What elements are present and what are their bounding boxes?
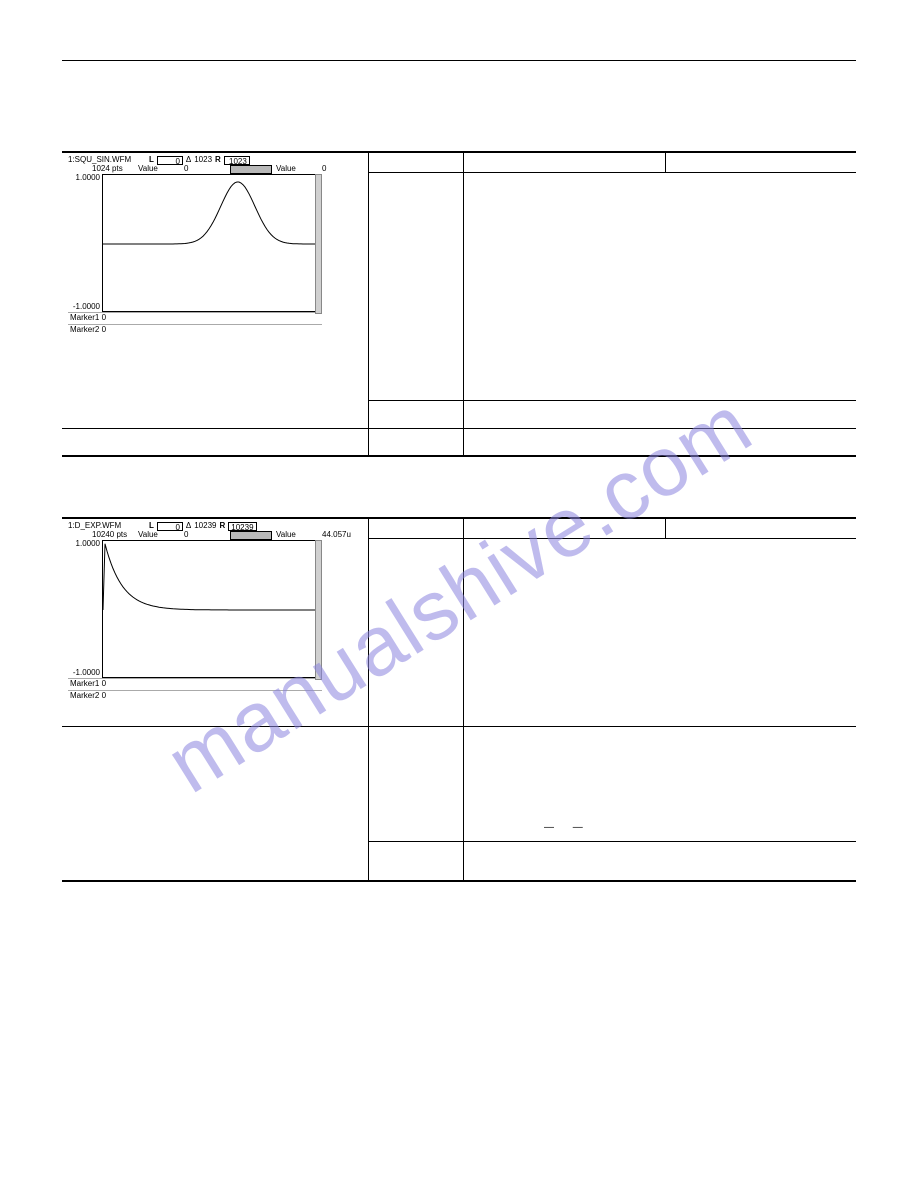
- t2-r3-c3: — —: [464, 726, 857, 841]
- marker1: Marker1 0: [68, 678, 322, 690]
- t1-r1-c3: [464, 152, 666, 172]
- R-field[interactable]: 1023: [224, 156, 250, 165]
- dashes: — —: [544, 822, 591, 833]
- t1-r1-c4: [665, 152, 856, 172]
- wfm-panel-1: 1:SQU_SIN.WFM L 0 Δ 1023 R 1023 1024 pts…: [66, 155, 364, 336]
- y-bot: -1.0000: [73, 669, 100, 678]
- valueR: 44.057u: [322, 531, 364, 540]
- L-field[interactable]: 0: [157, 156, 183, 165]
- R-label: R: [215, 156, 221, 165]
- page-header-rule: [62, 60, 856, 61]
- t2-r3-c2: [369, 726, 464, 841]
- section-1: 1:SQU_SIN.WFM L 0 Δ 1023 R 1023 1024 pts…: [62, 151, 856, 457]
- table-1: 1:SQU_SIN.WFM L 0 Δ 1023 R 1023 1024 pts…: [62, 151, 856, 457]
- valueL: 0: [184, 165, 226, 174]
- wfm-plot-1: [102, 174, 316, 312]
- t1-r3-c3: [464, 400, 857, 428]
- t1-r1-c2: [369, 152, 464, 172]
- wfm-plot-2: [102, 540, 316, 678]
- t2-r2-c2: [369, 538, 464, 726]
- t2-r1-c2: [369, 518, 464, 538]
- t1-r4-c3: [464, 428, 857, 456]
- t1-r2-c2: [369, 172, 464, 400]
- delta-value: 10239: [194, 522, 216, 531]
- valueL-label: Value: [138, 165, 180, 174]
- t1-r2-c3: [464, 172, 857, 400]
- t1-r3-c2: [369, 400, 464, 428]
- valueR: 0: [322, 165, 364, 174]
- scrollbar[interactable]: [315, 174, 322, 314]
- delta-value: 1023: [194, 156, 212, 165]
- valueL-label: Value: [138, 531, 180, 540]
- valueR-label: Value: [276, 531, 318, 540]
- t1-r4-c2: [369, 428, 464, 456]
- valueL: 0: [184, 531, 226, 540]
- wfm-cell-2: 1:D_EXP.WFM L 0 Δ 10239 R 10239 10240 pt…: [62, 518, 369, 726]
- R-label: R: [219, 522, 225, 531]
- slider[interactable]: [230, 165, 272, 174]
- wfm-cell-1: 1:SQU_SIN.WFM L 0 Δ 1023 R 1023 1024 pts…: [62, 152, 369, 428]
- R-field[interactable]: 10239: [228, 522, 256, 531]
- t1-r4-c1: [62, 428, 369, 456]
- marker2: Marker2 0: [68, 324, 322, 336]
- slider[interactable]: [230, 531, 272, 540]
- scrollbar[interactable]: [315, 540, 322, 680]
- marker1: Marker1 0: [68, 312, 322, 324]
- marker2: Marker2 0: [68, 690, 322, 702]
- L-field[interactable]: 0: [157, 522, 183, 531]
- valueR-label: Value: [276, 165, 318, 174]
- t2-r4-c3: [464, 841, 857, 881]
- table-2: 1:D_EXP.WFM L 0 Δ 10239 R 10239 10240 pt…: [62, 517, 856, 882]
- t2-r2-c3: [464, 538, 857, 726]
- t2-r3-c1: [62, 726, 369, 881]
- t2-r1-c4: [665, 518, 856, 538]
- y-top: 1.0000: [76, 540, 100, 549]
- t2-r4-c2: [369, 841, 464, 881]
- section-2: 1:D_EXP.WFM L 0 Δ 10239 R 10239 10240 pt…: [62, 517, 856, 882]
- y-bot: -1.0000: [73, 303, 100, 312]
- t2-r1-c3: [464, 518, 666, 538]
- y-top: 1.0000: [76, 174, 100, 183]
- wfm-panel-2: 1:D_EXP.WFM L 0 Δ 10239 R 10239 10240 pt…: [66, 521, 364, 702]
